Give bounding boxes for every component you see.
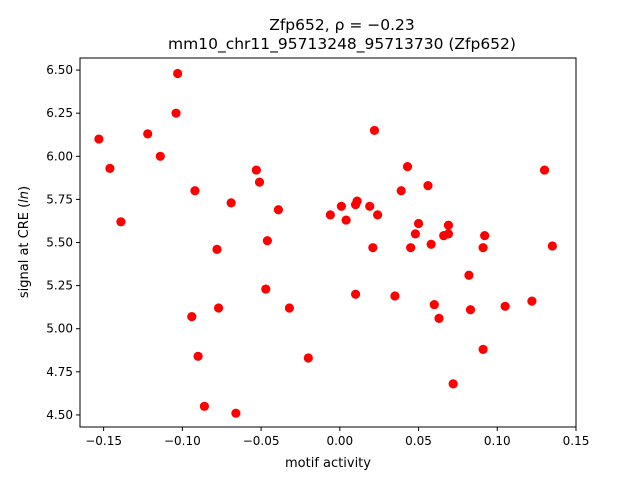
data-point	[187, 312, 197, 322]
data-point	[155, 151, 165, 161]
x-axis-label: motif activity	[285, 456, 371, 471]
data-point	[365, 201, 375, 211]
data-point	[94, 134, 104, 144]
x-tick-label: 0.10	[484, 434, 511, 448]
y-tick-label: 4.50	[46, 408, 73, 422]
data-point	[254, 177, 265, 187]
y-tick-label: 5.50	[46, 236, 73, 250]
data-point	[303, 353, 313, 363]
y-axis-ticks: 4.50 4.75 5.00 5.25 5.50 5.75 6.00 6.25 6.50	[46, 63, 80, 422]
x-tick-label: −0.10	[164, 434, 201, 448]
y-axis-label: signal at CRE (ln)	[17, 186, 32, 298]
y-tick-label: 6.25	[46, 106, 73, 120]
data-point	[539, 165, 550, 175]
y-tick-label: 4.75	[46, 365, 73, 379]
data-point	[413, 218, 424, 229]
data-point	[402, 162, 413, 172]
x-tick-label: −0.15	[85, 434, 122, 448]
x-tick-label: 0.15	[563, 434, 590, 448]
data-point	[373, 210, 383, 220]
data-point	[341, 215, 351, 225]
data-point	[429, 299, 439, 310]
y-tick-label: 6.00	[46, 149, 73, 163]
data-point	[213, 303, 224, 313]
data-point	[423, 181, 433, 191]
chart-title: Zfp652, ρ = −0.23	[269, 16, 415, 34]
data-point	[406, 243, 416, 253]
data-point	[368, 243, 378, 253]
x-axis-ticks: −0.15 −0.10 −0.05 0.00 0.05 0.10 0.15	[85, 427, 589, 448]
data-point	[190, 186, 200, 196]
chart-subtitle: mm10_chr11_95713248_95713730 (Zfp652)	[168, 35, 516, 54]
data-point	[369, 125, 380, 136]
data-point	[527, 296, 537, 306]
data-point	[284, 303, 295, 313]
data-point	[480, 231, 490, 241]
data-point	[448, 379, 458, 389]
data-point	[547, 241, 557, 251]
data-point	[465, 305, 476, 315]
data-point	[325, 210, 335, 220]
data-point	[410, 229, 420, 239]
data-point	[350, 289, 361, 299]
data-point	[443, 220, 454, 230]
data-point	[434, 313, 444, 323]
data-point	[251, 165, 261, 175]
data-point	[352, 196, 362, 206]
data-point	[273, 205, 283, 215]
data-point	[396, 186, 406, 196]
y-tick-label: 5.25	[46, 279, 73, 293]
data-point	[105, 163, 115, 173]
x-tick-label: 0.05	[405, 434, 432, 448]
data-point	[173, 68, 183, 79]
data-point	[478, 243, 488, 253]
data-point	[212, 244, 222, 254]
data-point	[478, 344, 488, 355]
y-tick-label: 5.00	[46, 322, 73, 336]
data-point	[226, 198, 236, 208]
data-point	[199, 401, 209, 411]
data-point	[500, 301, 510, 311]
x-tick-label: 0.00	[326, 434, 353, 448]
data-point	[143, 129, 153, 139]
data-point	[171, 108, 181, 118]
data-point	[443, 229, 454, 239]
data-point	[193, 351, 203, 361]
data-point	[262, 236, 272, 246]
y-tick-label: 5.75	[46, 192, 73, 206]
data-point	[231, 408, 241, 418]
data-point	[426, 239, 436, 249]
data-point	[116, 217, 126, 227]
data-points	[94, 68, 557, 418]
data-point	[390, 291, 400, 301]
x-tick-label: −0.05	[243, 434, 280, 448]
data-point	[464, 270, 474, 280]
data-point	[261, 284, 271, 294]
y-tick-label: 6.50	[46, 63, 73, 77]
data-point	[336, 201, 346, 211]
